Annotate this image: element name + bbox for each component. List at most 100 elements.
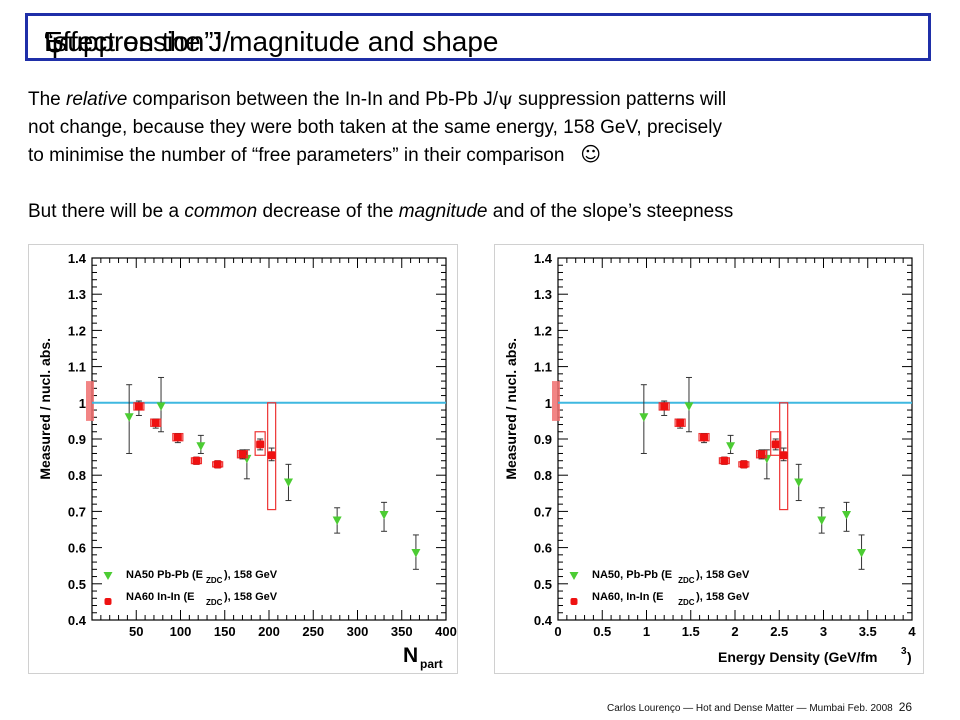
legend-marker-na60 — [570, 598, 578, 605]
na60-point — [720, 456, 729, 465]
y-tick-label: 0.4 — [68, 613, 87, 628]
paragraph-2: But there will be a common decrease of t… — [28, 201, 733, 223]
footer: Carlos Lourenço — Hot and Dense Matter —… — [607, 700, 912, 714]
legend-entry-na50: NA50, Pb-Pb (E — [592, 569, 672, 581]
na60-point — [134, 402, 143, 411]
na50-point — [857, 549, 867, 558]
x-axis-label-end: ) — [907, 649, 912, 665]
p1-emphasis-relative: relative — [66, 89, 128, 110]
na60-point — [267, 451, 276, 460]
legend-entry-sub-na50: ZDC — [678, 576, 695, 585]
na50-point — [794, 478, 804, 487]
y-tick-label: 0.5 — [68, 577, 86, 592]
title-suffix: “suppression”: magnitude and shape — [44, 26, 499, 57]
legend-entry-sub-na60: ZDC — [206, 598, 223, 607]
y-tick-label: 0.7 — [68, 504, 86, 519]
x-axis-label-sup: 3 — [901, 646, 907, 657]
p1-line-3-text: to minimise the number of “free paramete… — [28, 145, 565, 166]
smiley-icon: ☺ — [580, 142, 602, 166]
legend-entry-sub-na50: ZDC — [206, 576, 223, 585]
y-tick-label: 1 — [79, 396, 86, 411]
legend-entry-tail-na50: ), 158 GeV — [224, 569, 278, 581]
y-tick-label: 0.9 — [534, 432, 552, 447]
x-tick-label: 350 — [391, 624, 413, 639]
chart-npart: 0.4 0.5 0.6 0.7 0.8 0.9 1 1.1 1.2 1.3 1.4 50 100 150 2… — [28, 244, 458, 674]
na50-point — [332, 516, 342, 525]
y-tick-label: 0.6 — [68, 541, 86, 556]
y-tick-label: 1.2 — [68, 323, 86, 338]
x-tick-label: 50 — [129, 624, 143, 639]
x-tick-label: 400 — [435, 624, 457, 639]
y-tick-label: 0.8 — [534, 468, 552, 483]
na50-point — [156, 402, 166, 411]
y-tick-label: 0.8 — [68, 468, 86, 483]
legend-entry-tail-na60: ), 158 GeV — [696, 591, 750, 603]
y-tick-label: 0.4 — [534, 613, 553, 628]
na50-point — [196, 442, 206, 451]
y-tick-label: 0.5 — [534, 577, 552, 592]
p2-text-c: and of the slope’s steepness — [487, 201, 734, 222]
na50-point — [283, 478, 293, 487]
x-tick-label: 2.5 — [770, 624, 788, 639]
y-tick-label: 0.6 — [534, 541, 552, 556]
na60-point — [739, 460, 748, 469]
na60-point — [213, 460, 222, 469]
na50-point — [411, 549, 421, 558]
na60-point — [676, 418, 685, 427]
normalisation-uncertainty-band — [552, 381, 560, 421]
chart-energy-density: 0.4 0.5 0.6 0.7 0.8 0.9 1 1.1 1.2 1.3 1.4 0 0.5 1 1.5 2… — [494, 244, 924, 674]
na60-point — [256, 440, 265, 449]
page-number: 26 — [898, 700, 913, 714]
p1-text-c: suppression patterns will — [512, 89, 727, 110]
na60-point — [238, 450, 247, 459]
legend-entry-tail-na50: ), 158 GeV — [696, 569, 750, 581]
y-tick-label: 1.4 — [534, 251, 553, 266]
y-tick-label: 1.1 — [534, 360, 552, 375]
x-tick-label: 1.5 — [682, 624, 700, 639]
p1-psi: ψ — [498, 88, 513, 110]
legend-entry-tail-na60: ), 158 GeV — [224, 591, 278, 603]
legend-entry-na60: NA60, In-In (E — [592, 591, 664, 603]
legend-marker-na50 — [569, 572, 579, 580]
y-tick-label: 1.2 — [534, 323, 552, 338]
x-tick-label: 250 — [302, 624, 324, 639]
na60-point — [660, 402, 669, 411]
na60-point — [771, 440, 780, 449]
x-tick-label: 100 — [170, 624, 192, 639]
y-tick-label: 1.1 — [68, 360, 86, 375]
paragraph-1-line-1: The relative comparison between the In-I… — [28, 86, 726, 114]
x-tick-label: 1 — [643, 624, 650, 639]
na50-point — [639, 413, 649, 422]
title-psi: ψ — [44, 26, 66, 59]
x-tick-label: 2 — [731, 624, 738, 639]
x-axis-label: Energy Density (GeV/fm — [718, 649, 878, 665]
na50-point — [684, 402, 694, 411]
legend-marker-na60 — [104, 598, 112, 605]
na60-point — [757, 450, 766, 459]
title-box: Effect on the J/ψ “suppression”: magnitu… — [25, 13, 931, 61]
chart-canvas-frame — [494, 244, 924, 674]
na50-point — [124, 413, 134, 422]
na60-point — [151, 418, 160, 427]
y-axis-label: Measured / nucl. abs. — [37, 338, 53, 480]
legend-marker-na50 — [103, 572, 113, 580]
p2-emphasis-common: common — [184, 201, 258, 222]
x-tick-label: 300 — [347, 624, 369, 639]
p2-text-b: decrease of the — [257, 201, 399, 222]
legend-entry-na60: NA60 In-In (E — [126, 591, 194, 603]
na60-systematic-box — [254, 431, 266, 456]
y-tick-label: 1.4 — [68, 251, 87, 266]
p2-emphasis-magnitude: magnitude — [398, 201, 488, 222]
normalisation-uncertainty-band — [86, 381, 94, 421]
legend-entry-na50: NA50 Pb-Pb (E — [126, 569, 203, 581]
p2-text-a: But there will be a — [28, 201, 185, 222]
x-tick-label: 3 — [820, 624, 827, 639]
na50-point — [379, 511, 389, 520]
na60-systematic-box — [770, 431, 782, 456]
p1-text-a: The — [28, 89, 67, 110]
x-tick-label: 0 — [554, 624, 561, 639]
p1-text-b: comparison between the In-In and Pb-Pb J… — [127, 89, 498, 110]
x-tick-label: 200 — [258, 624, 280, 639]
na60-point — [700, 433, 709, 442]
title-prefix: Effect on the J/ — [44, 26, 231, 57]
